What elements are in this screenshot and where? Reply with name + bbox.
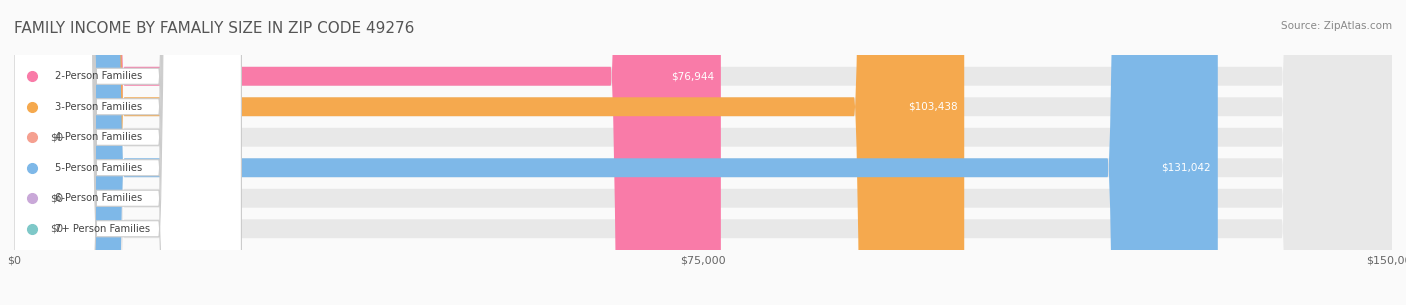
- FancyBboxPatch shape: [14, 0, 1392, 305]
- FancyBboxPatch shape: [14, 0, 242, 305]
- FancyBboxPatch shape: [14, 0, 1392, 305]
- Text: $0: $0: [49, 224, 63, 234]
- FancyBboxPatch shape: [14, 0, 242, 305]
- Text: $0: $0: [49, 132, 63, 142]
- FancyBboxPatch shape: [14, 0, 1392, 305]
- FancyBboxPatch shape: [14, 0, 242, 305]
- Text: 5-Person Families: 5-Person Families: [55, 163, 142, 173]
- FancyBboxPatch shape: [11, 0, 42, 305]
- Text: $131,042: $131,042: [1161, 163, 1211, 173]
- Text: $103,438: $103,438: [908, 102, 957, 112]
- Text: 6-Person Families: 6-Person Families: [55, 193, 142, 203]
- FancyBboxPatch shape: [14, 0, 242, 305]
- FancyBboxPatch shape: [14, 0, 242, 305]
- FancyBboxPatch shape: [14, 0, 721, 305]
- FancyBboxPatch shape: [14, 0, 1392, 305]
- FancyBboxPatch shape: [11, 0, 42, 305]
- Text: 4-Person Families: 4-Person Families: [55, 132, 142, 142]
- FancyBboxPatch shape: [14, 0, 1392, 305]
- Text: 2-Person Families: 2-Person Families: [55, 71, 142, 81]
- Text: Source: ZipAtlas.com: Source: ZipAtlas.com: [1281, 21, 1392, 31]
- Text: $76,944: $76,944: [671, 71, 714, 81]
- Text: FAMILY INCOME BY FAMALIY SIZE IN ZIP CODE 49276: FAMILY INCOME BY FAMALIY SIZE IN ZIP COD…: [14, 21, 415, 36]
- FancyBboxPatch shape: [14, 0, 965, 305]
- FancyBboxPatch shape: [11, 0, 42, 305]
- FancyBboxPatch shape: [14, 0, 242, 305]
- FancyBboxPatch shape: [14, 0, 1218, 305]
- FancyBboxPatch shape: [14, 0, 1392, 305]
- Text: 3-Person Families: 3-Person Families: [55, 102, 142, 112]
- Text: 7+ Person Families: 7+ Person Families: [55, 224, 150, 234]
- Text: $0: $0: [49, 193, 63, 203]
